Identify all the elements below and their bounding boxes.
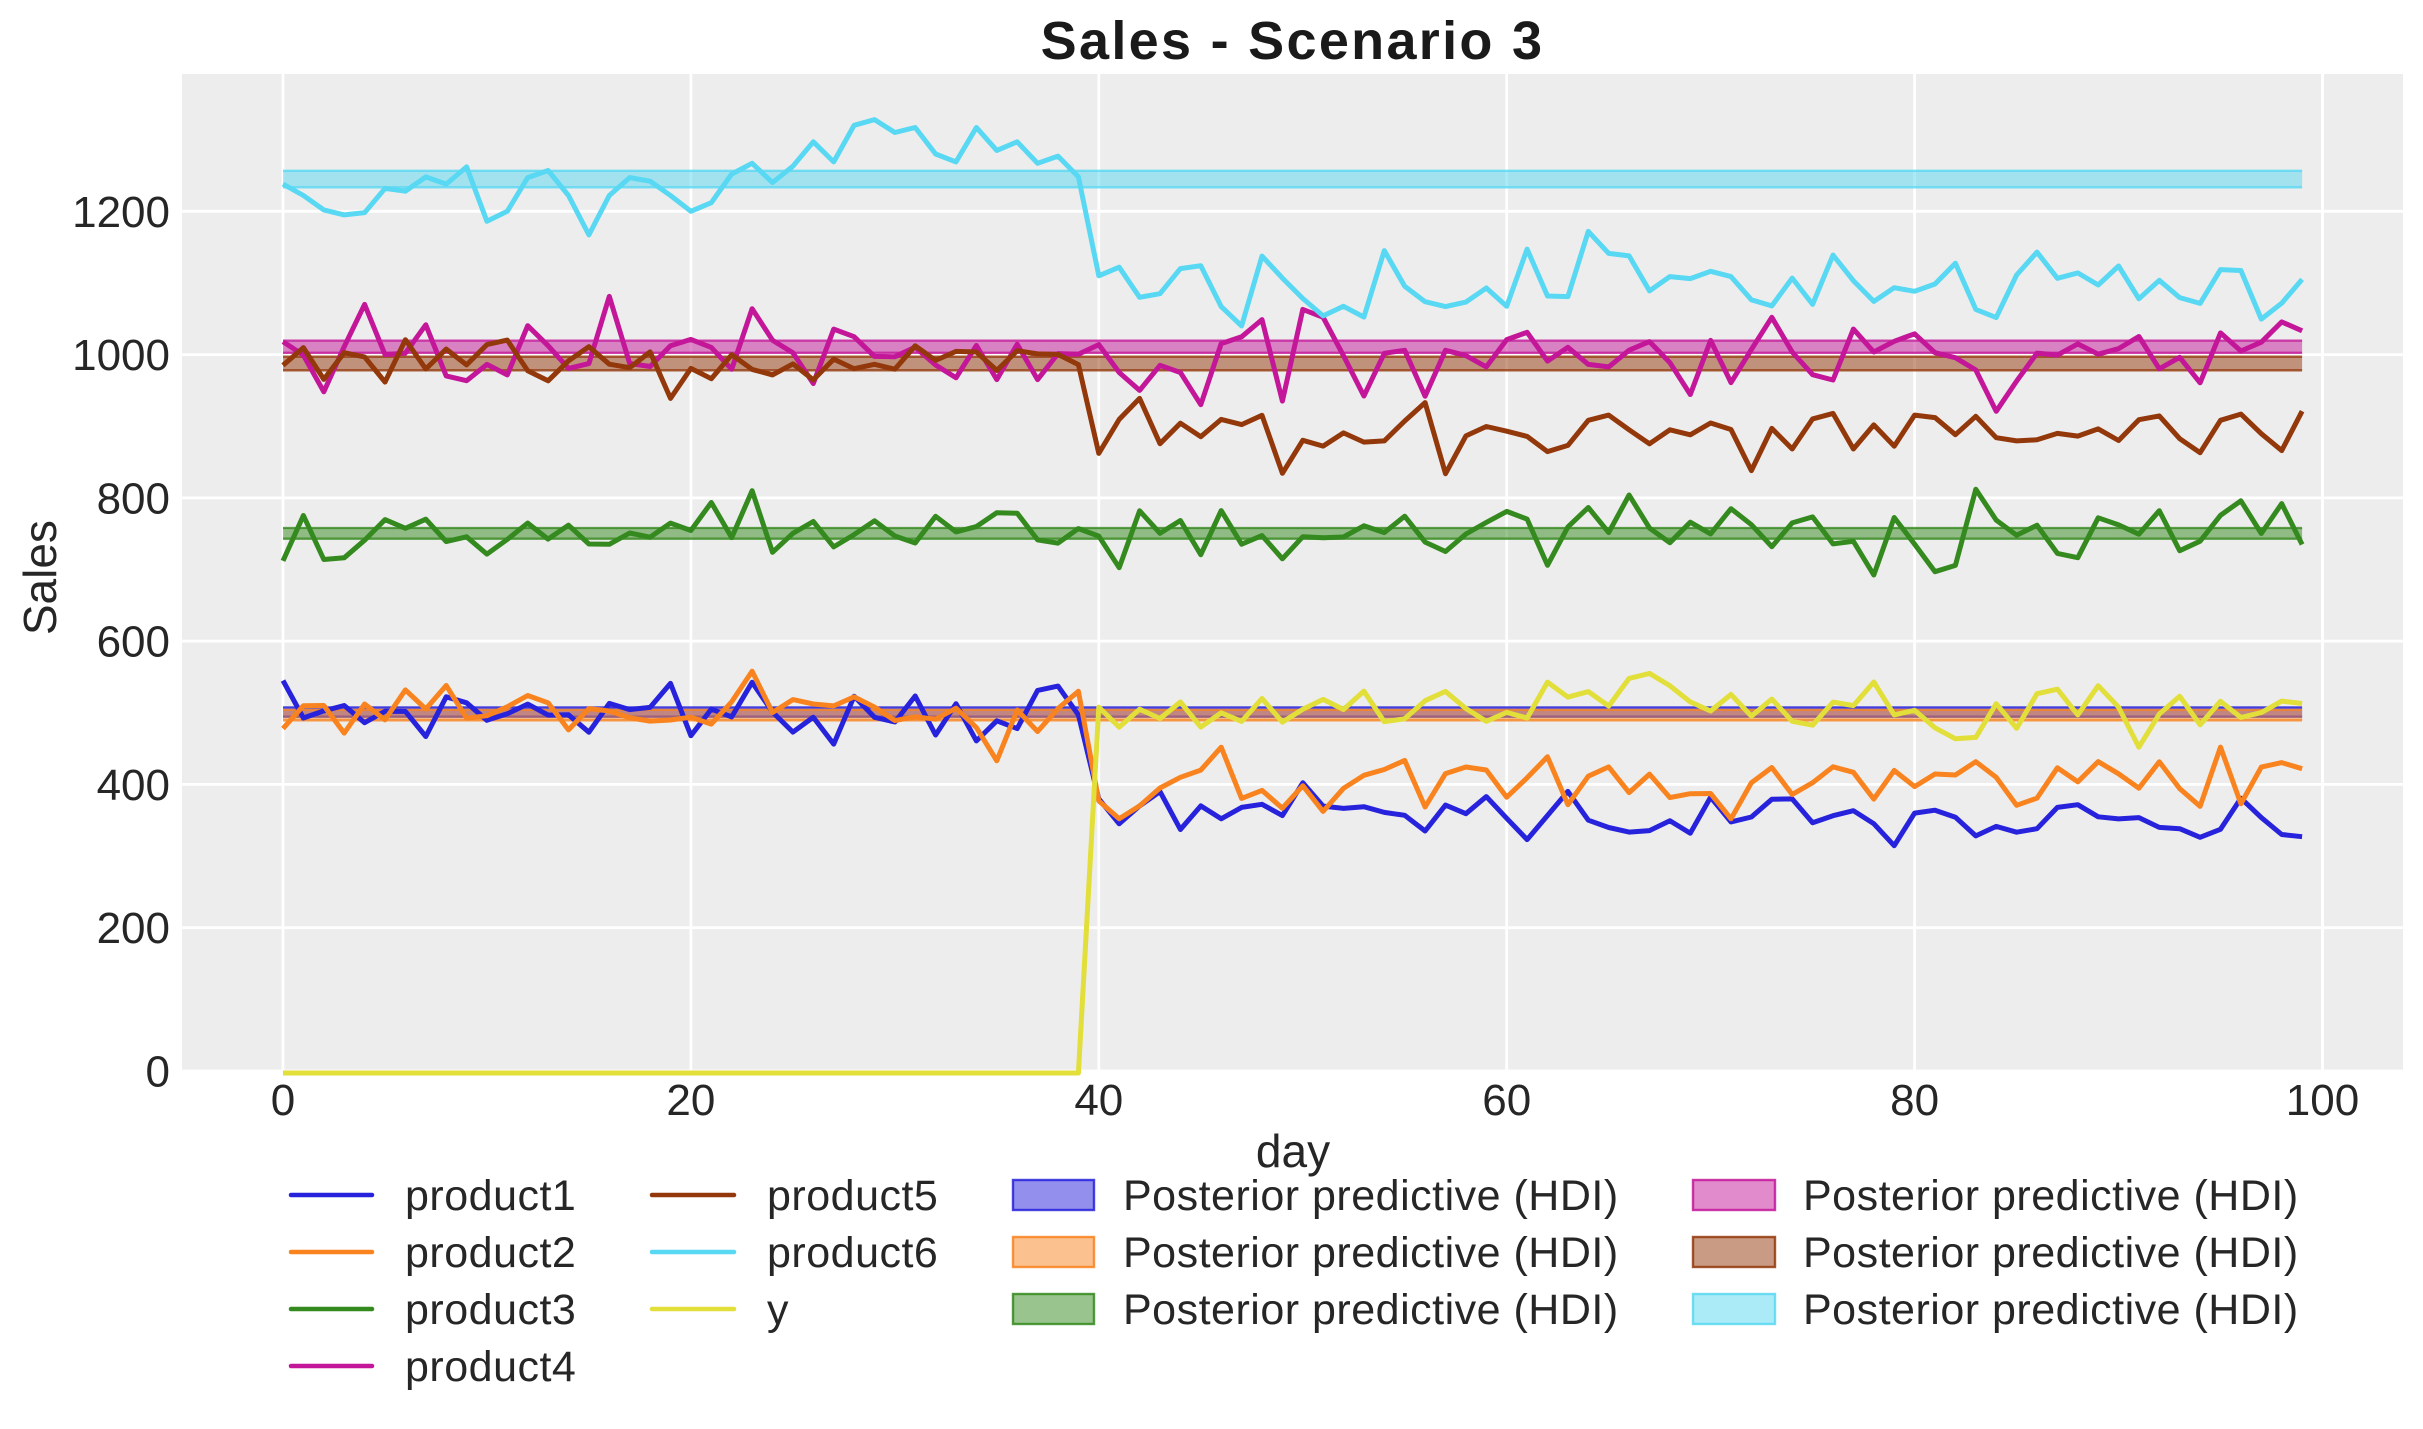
svg-text:Posterior predictive (HDI): Posterior predictive (HDI) [1803,1172,2299,1220]
svg-text:product4: product4 [405,1343,576,1391]
svg-text:product1: product1 [405,1172,576,1220]
svg-text:0: 0 [271,1076,295,1125]
svg-text:Posterior predictive (HDI): Posterior predictive (HDI) [1803,1286,2299,1334]
svg-text:Sales - Scenario 3: Sales - Scenario 3 [1041,11,1545,71]
svg-text:Posterior predictive (HDI): Posterior predictive (HDI) [1123,1286,1619,1334]
svg-text:800: 800 [97,474,170,523]
svg-text:Posterior predictive (HDI): Posterior predictive (HDI) [1123,1172,1619,1220]
svg-text:600: 600 [97,618,170,667]
svg-text:y: y [767,1286,789,1334]
svg-text:60: 60 [1482,1076,1531,1125]
svg-text:80: 80 [1890,1076,1939,1125]
svg-text:Posterior predictive (HDI): Posterior predictive (HDI) [1803,1229,2299,1277]
svg-text:400: 400 [97,761,170,810]
svg-text:Posterior predictive (HDI): Posterior predictive (HDI) [1123,1229,1619,1277]
svg-text:20: 20 [666,1076,715,1125]
svg-text:product3: product3 [405,1286,576,1334]
svg-text:product5: product5 [767,1172,938,1220]
svg-text:1000: 1000 [72,331,170,380]
svg-text:day: day [1256,1125,1330,1177]
svg-text:0: 0 [146,1048,170,1097]
svg-text:product6: product6 [767,1229,938,1277]
svg-text:1200: 1200 [72,188,170,237]
svg-text:40: 40 [1074,1076,1123,1125]
svg-text:200: 200 [97,904,170,953]
svg-text:Sales: Sales [14,520,66,635]
svg-text:100: 100 [2286,1076,2359,1125]
svg-text:product2: product2 [405,1229,576,1277]
